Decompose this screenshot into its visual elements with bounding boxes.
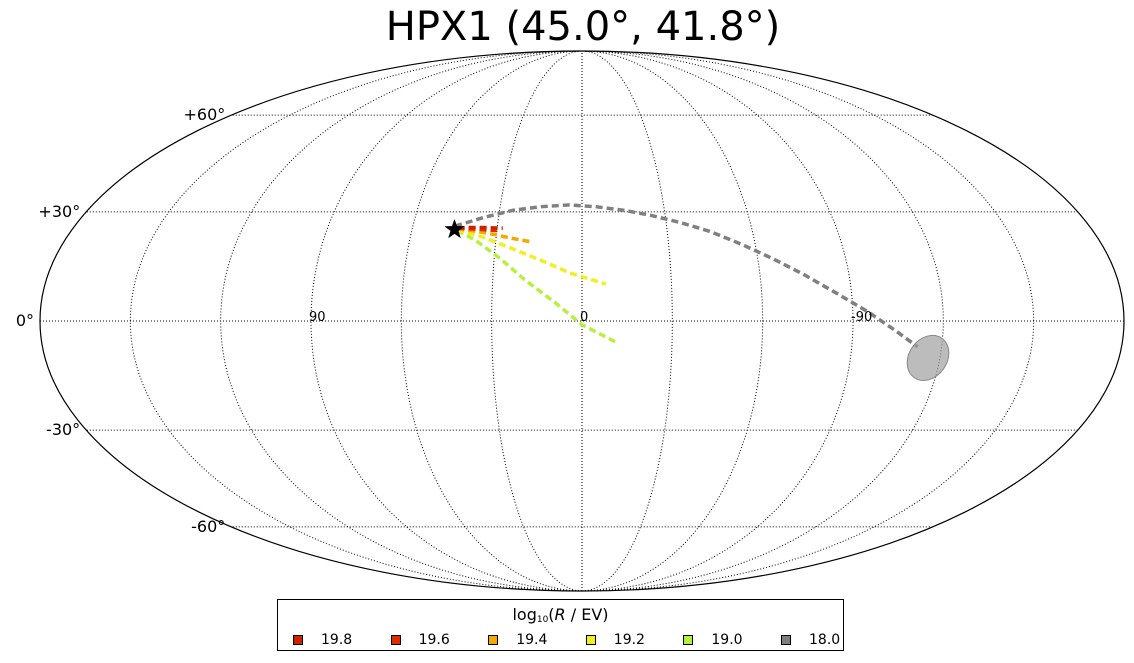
lat-tick-label: -60° [191,517,225,536]
legend: log10(R / EV) 19.8 19.6 19.4 19.2 19.0 18.0 [277,599,844,651]
legend-title: log10(R / EV) [512,605,609,625]
graticule [39,50,1125,592]
legend-label: 18.0 [809,632,841,648]
legend-swatch [488,635,499,645]
lat-tick-label: 0° [16,311,34,330]
track-19-0 [456,228,619,345]
meridian-line [581,50,764,592]
legend-swatch [585,635,596,645]
legend-swatch [683,635,694,645]
lat-tick-label: +30° [38,202,80,221]
meridian-line [581,50,673,592]
legend-label: 19.2 [613,632,645,648]
lon-tick-label: 0 [580,310,588,325]
meridian-line [581,50,1035,592]
lat-tick-label: +60° [183,105,225,124]
meridian-line [491,50,583,592]
track-18-0 [454,203,919,349]
markers [444,218,950,381]
legend-label: 19.8 [321,632,353,648]
error-ellipse [906,334,950,381]
chart-title: HPX1 (45.0°, 41.8°) [385,4,781,50]
legend-swatch [781,635,791,645]
meridian-line [400,50,583,592]
track-19-8 [457,225,503,230]
legend-label: 19.6 [418,632,450,648]
lat-tick-label: -30° [46,420,80,439]
deflection-tracks [454,203,919,349]
lon-tick-label: -90 [851,310,872,325]
track-19-2 [456,227,607,286]
legend-swatch [390,635,401,645]
source-star [444,218,465,239]
legend-label: 19.0 [711,632,743,648]
legend-swatch [293,635,303,645]
lon-tick-label: 90 [309,310,326,325]
legend-label: 19.4 [516,632,548,648]
map-boundary [39,50,1125,592]
tick-labels: +60° +30° 0° -30° -60° 90 0 -90 [16,105,872,536]
meridian-line [129,50,583,592]
